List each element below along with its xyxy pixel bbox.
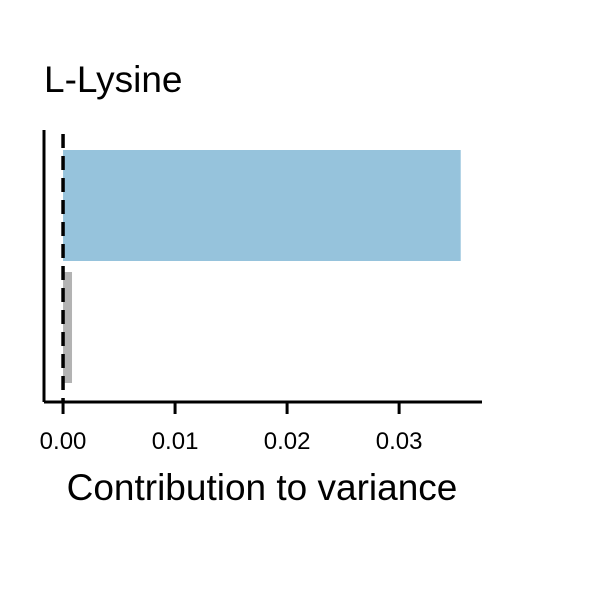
bars-group	[63, 150, 461, 383]
x-ticks-group: 0.00 0.01 0.02 0.03	[40, 402, 423, 455]
x-tick-label: 0.03	[376, 428, 423, 455]
x-tick-label: 0.02	[264, 428, 311, 455]
bar-2	[63, 272, 73, 383]
x-tick-label: 0.00	[40, 428, 87, 455]
chart-title: L-Lysine	[44, 59, 182, 100]
bar-1	[63, 150, 461, 261]
x-tick-label: 0.01	[152, 428, 199, 455]
x-axis-label: Contribution to variance	[67, 467, 458, 508]
